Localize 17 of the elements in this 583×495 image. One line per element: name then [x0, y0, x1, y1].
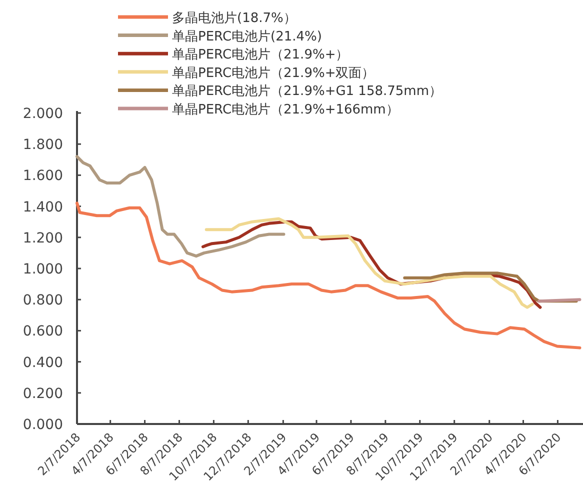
y-tick-label: 0.800: [22, 292, 63, 309]
legend-label: 单晶PERC电池片（21.9%+双面）: [172, 66, 375, 81]
legend-label: 多晶电池片(18.7%）: [172, 11, 296, 26]
legend-label: 单晶PERC电池片（21.9%+166mm）: [172, 102, 399, 118]
y-tick-label: 0.200: [22, 386, 63, 402]
y-tick-label: 0.600: [22, 324, 63, 340]
y-tick-label: 1.800: [22, 137, 63, 154]
y-tick-label: 1.200: [22, 230, 63, 246]
legend-label: 单晶PERC电池片（21.9%+）: [172, 48, 349, 63]
y-tick-label: 2.000: [22, 106, 63, 122]
legend-label: 单晶PERC电池片(21.4%): [172, 29, 322, 44]
y-tick-label: 1.000: [22, 262, 63, 278]
legend-label: 单晶PERC电池片（21.9%+G1 158.75mm）: [172, 84, 442, 100]
y-tick-label: 1.600: [22, 168, 63, 184]
y-tick-label: 0.400: [22, 354, 63, 371]
y-tick-label: 0.000: [22, 417, 63, 433]
y-tick-label: 1.400: [22, 199, 63, 216]
